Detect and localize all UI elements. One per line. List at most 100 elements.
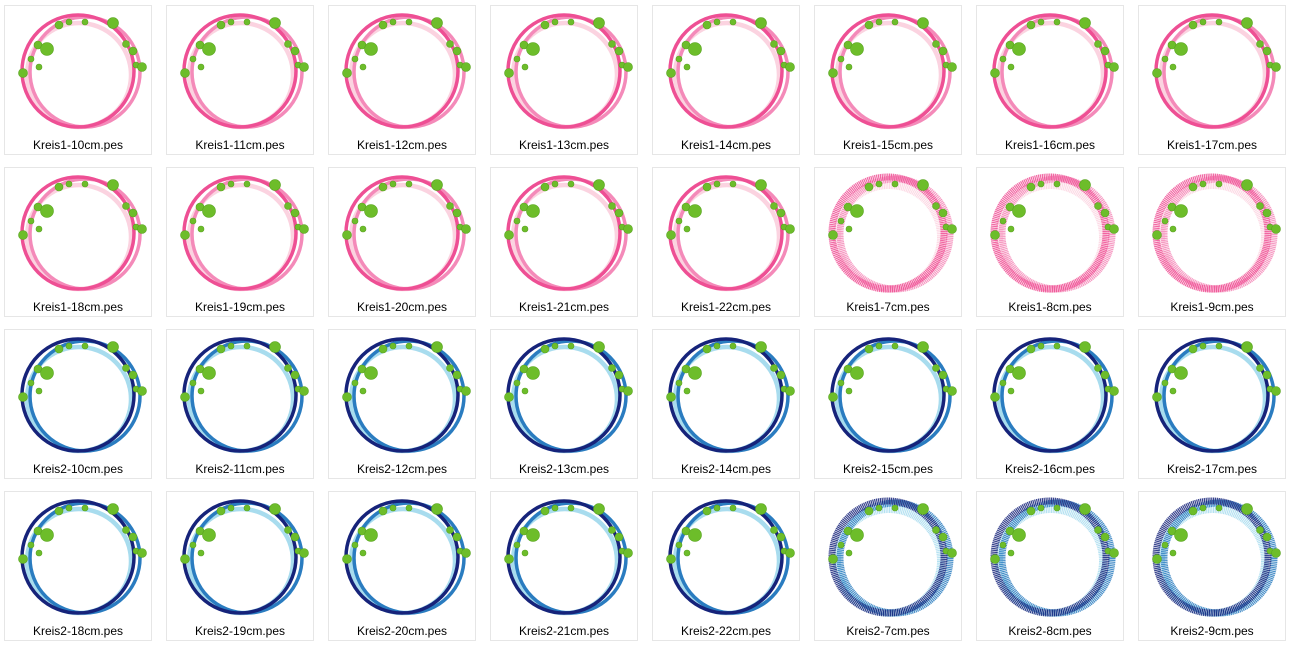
file-item[interactable]: Kreis2-8cm.pes xyxy=(976,491,1124,641)
file-item[interactable]: Kreis2-17cm.pes xyxy=(1138,329,1286,479)
outer-ring xyxy=(182,175,298,291)
green-dot xyxy=(65,504,73,512)
green-dot xyxy=(683,549,691,557)
file-item[interactable]: Kreis1-20cm.pes xyxy=(328,167,476,317)
file-item[interactable]: Kreis2-19cm.pes xyxy=(166,491,314,641)
green-dot xyxy=(917,503,929,515)
green-dot xyxy=(593,17,605,29)
outer-ring xyxy=(668,337,784,453)
file-item[interactable]: Kreis2-20cm.pes xyxy=(328,491,476,641)
green-dot xyxy=(446,202,454,210)
green-dot xyxy=(342,230,352,240)
file-item[interactable]: Kreis1-14cm.pes xyxy=(652,5,800,155)
green-dot xyxy=(683,225,691,233)
middle-ring xyxy=(1162,339,1276,453)
outer-ring xyxy=(506,337,622,453)
green-dot xyxy=(18,392,28,402)
file-item[interactable]: Kreis1-16cm.pes xyxy=(976,5,1124,155)
green-dot xyxy=(770,202,778,210)
green-dot xyxy=(54,344,64,354)
outer-ring xyxy=(20,13,136,129)
green-dot xyxy=(614,532,624,542)
green-dot xyxy=(65,342,73,350)
green-dot xyxy=(1256,40,1264,48)
middle-ring xyxy=(1000,15,1114,129)
green-dot xyxy=(713,504,721,512)
green-dot xyxy=(776,370,786,380)
green-dot xyxy=(875,342,883,350)
file-item[interactable]: Kreis2-10cm.pes xyxy=(4,329,152,479)
file-item[interactable]: Kreis2-11cm.pes xyxy=(166,329,314,479)
green-dot xyxy=(1188,182,1198,192)
green-dot xyxy=(1100,208,1110,218)
green-dot xyxy=(828,230,838,240)
green-dot xyxy=(850,204,864,218)
file-item[interactable]: Kreis2-18cm.pes xyxy=(4,491,152,641)
file-item[interactable]: Kreis2-16cm.pes xyxy=(976,329,1124,479)
file-item[interactable]: Kreis2-12cm.pes xyxy=(328,329,476,479)
green-dot xyxy=(65,18,73,26)
green-dot xyxy=(452,46,462,56)
file-item[interactable]: Kreis1-15cm.pes xyxy=(814,5,962,155)
green-dot xyxy=(526,528,540,542)
file-item[interactable]: Kreis1-13cm.pes xyxy=(490,5,638,155)
green-dot xyxy=(137,386,147,396)
green-dot xyxy=(713,342,721,350)
file-item[interactable]: Kreis2-7cm.pes xyxy=(814,491,962,641)
green-dot xyxy=(27,379,35,387)
file-item[interactable]: Kreis1-7cm.pes xyxy=(814,167,962,317)
green-dot xyxy=(729,342,737,350)
green-dot xyxy=(35,63,43,71)
file-item[interactable]: Kreis1-17cm.pes xyxy=(1138,5,1286,155)
embroidery-thumbnail xyxy=(18,337,147,454)
green-dot xyxy=(1152,554,1162,564)
outer-ring xyxy=(830,337,946,453)
green-dot xyxy=(216,506,226,516)
file-item[interactable]: Kreis2-9cm.pes xyxy=(1138,491,1286,641)
green-dot xyxy=(845,387,853,395)
green-dot xyxy=(850,42,864,56)
green-dot xyxy=(122,202,130,210)
green-dot xyxy=(1037,504,1045,512)
file-item[interactable]: Kreis1-11cm.pes xyxy=(166,5,314,155)
file-item[interactable]: Kreis1-9cm.pes xyxy=(1138,167,1286,317)
file-name: Kreis2-16cm.pes xyxy=(1004,462,1096,476)
green-dot xyxy=(227,180,235,188)
middle-ring xyxy=(836,499,954,617)
file-item[interactable]: Kreis2-15cm.pes xyxy=(814,329,962,479)
file-item[interactable]: Kreis2-21cm.pes xyxy=(490,491,638,641)
green-dot xyxy=(180,392,190,402)
green-dot xyxy=(351,541,359,549)
green-dot xyxy=(932,526,940,534)
green-dot xyxy=(1188,20,1198,30)
green-dot xyxy=(1262,532,1272,542)
green-dot xyxy=(1079,341,1091,353)
green-dot xyxy=(284,364,292,372)
green-dot xyxy=(1100,532,1110,542)
file-item[interactable]: Kreis2-14cm.pes xyxy=(652,329,800,479)
file-item[interactable]: Kreis1-19cm.pes xyxy=(166,167,314,317)
file-item[interactable]: Kreis1-22cm.pes xyxy=(652,167,800,317)
green-dot xyxy=(284,202,292,210)
green-dot xyxy=(688,204,702,218)
green-dot xyxy=(378,344,388,354)
file-item[interactable]: Kreis1-18cm.pes xyxy=(4,167,152,317)
middle-ring xyxy=(1162,15,1276,129)
green-dot xyxy=(776,46,786,56)
middle-ring xyxy=(352,501,466,615)
green-dot xyxy=(1012,366,1026,380)
file-item[interactable]: Kreis1-10cm.pes xyxy=(4,5,152,155)
middle-ring xyxy=(352,15,466,129)
embroidery-thumbnail xyxy=(342,499,471,616)
file-item[interactable]: Kreis1-12cm.pes xyxy=(328,5,476,155)
file-item[interactable]: Kreis1-8cm.pes xyxy=(976,167,1124,317)
file-item[interactable]: Kreis2-22cm.pes xyxy=(652,491,800,641)
green-dot xyxy=(666,68,676,78)
file-name: Kreis1-7cm.pes xyxy=(846,300,930,314)
green-dot xyxy=(1262,208,1272,218)
green-dot xyxy=(540,182,550,192)
file-name: Kreis1-22cm.pes xyxy=(680,300,772,314)
middle-ring xyxy=(838,15,952,129)
file-item[interactable]: Kreis1-21cm.pes xyxy=(490,167,638,317)
file-item[interactable]: Kreis2-13cm.pes xyxy=(490,329,638,479)
